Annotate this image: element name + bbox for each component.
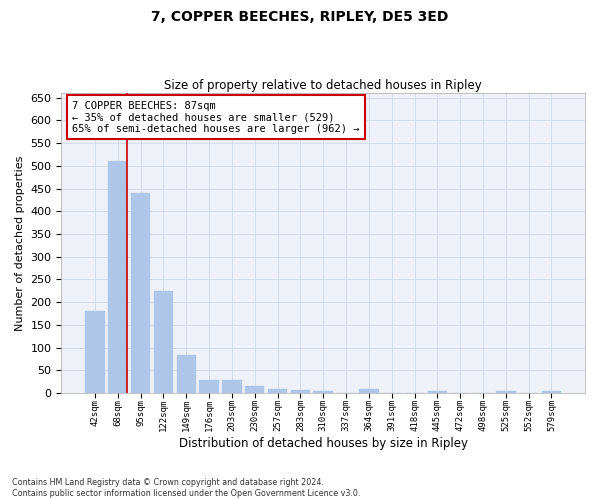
Bar xyxy=(222,380,242,393)
Bar xyxy=(85,311,104,393)
Bar xyxy=(154,290,173,393)
Bar xyxy=(245,386,265,393)
X-axis label: Distribution of detached houses by size in Ripley: Distribution of detached houses by size … xyxy=(179,437,468,450)
Bar xyxy=(176,355,196,393)
Bar xyxy=(542,390,561,393)
Bar xyxy=(131,193,150,393)
Bar xyxy=(428,390,447,393)
Text: Contains HM Land Registry data © Crown copyright and database right 2024.
Contai: Contains HM Land Registry data © Crown c… xyxy=(12,478,361,498)
Bar xyxy=(313,390,333,393)
Bar xyxy=(290,390,310,393)
Bar xyxy=(108,162,127,393)
Bar xyxy=(199,380,219,393)
Text: 7, COPPER BEECHES, RIPLEY, DE5 3ED: 7, COPPER BEECHES, RIPLEY, DE5 3ED xyxy=(151,10,449,24)
Y-axis label: Number of detached properties: Number of detached properties xyxy=(15,156,25,330)
Text: 7 COPPER BEECHES: 87sqm
← 35% of detached houses are smaller (529)
65% of semi-d: 7 COPPER BEECHES: 87sqm ← 35% of detache… xyxy=(72,100,359,134)
Bar xyxy=(496,390,515,393)
Bar xyxy=(359,390,379,393)
Title: Size of property relative to detached houses in Ripley: Size of property relative to detached ho… xyxy=(164,79,482,92)
Bar xyxy=(268,390,287,393)
